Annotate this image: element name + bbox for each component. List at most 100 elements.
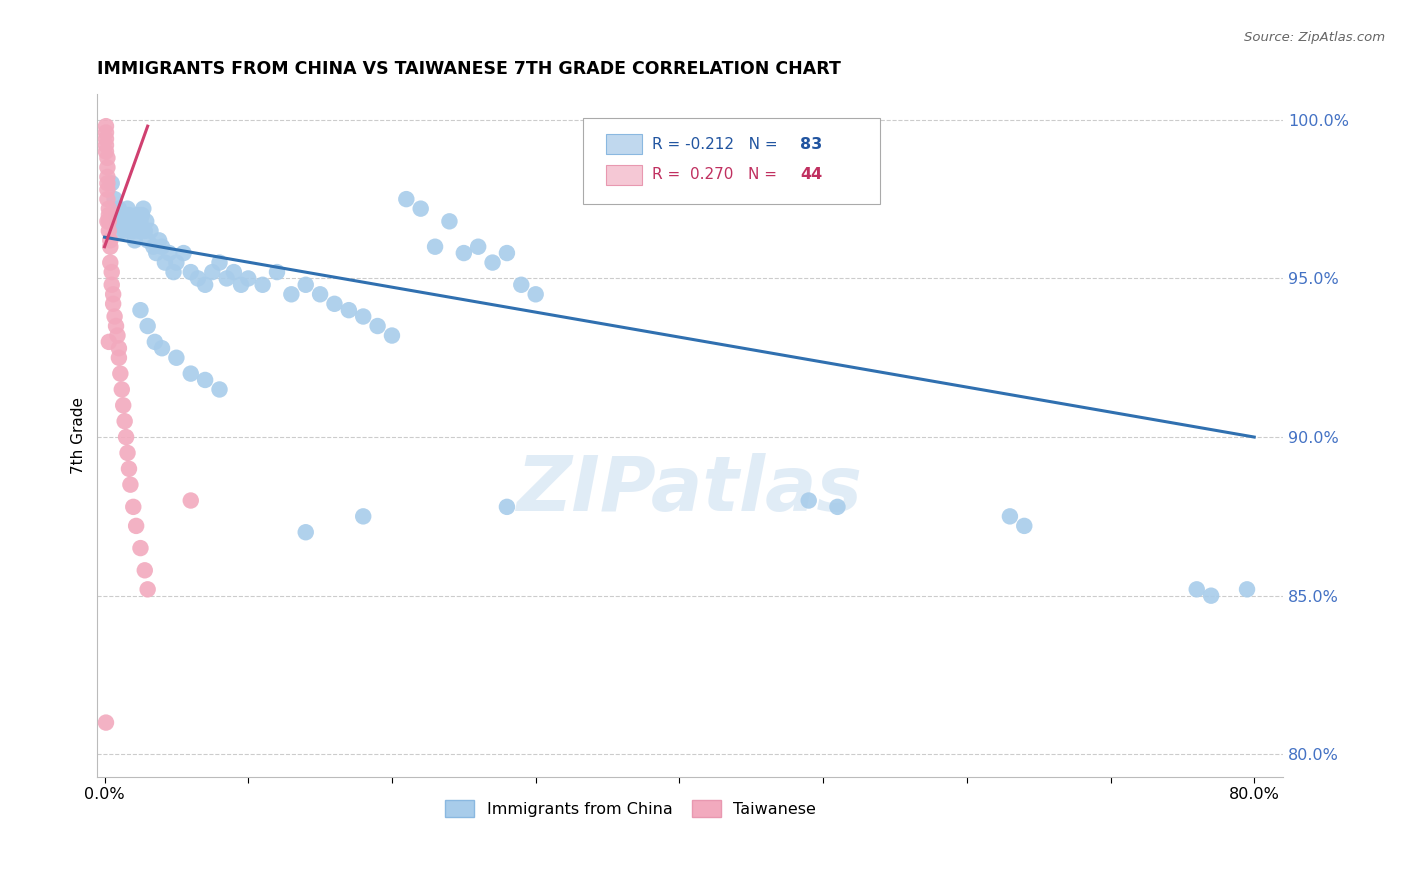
Point xyxy=(96,151,118,165)
FancyBboxPatch shape xyxy=(583,119,880,203)
Point xyxy=(107,328,129,343)
Point xyxy=(98,240,121,254)
Point xyxy=(367,318,389,333)
Point xyxy=(187,271,209,285)
Point xyxy=(148,233,170,247)
Point xyxy=(194,373,217,387)
Point xyxy=(124,233,146,247)
Point xyxy=(150,240,173,254)
Point xyxy=(97,208,120,222)
Point xyxy=(423,240,446,254)
Point xyxy=(131,208,153,222)
Point xyxy=(129,214,152,228)
Point xyxy=(201,265,224,279)
Point xyxy=(180,367,202,381)
Point xyxy=(101,287,124,301)
Point xyxy=(125,214,148,228)
Text: IMMIGRANTS FROM CHINA VS TAIWANESE 7TH GRADE CORRELATION CHART: IMMIGRANTS FROM CHINA VS TAIWANESE 7TH G… xyxy=(97,60,841,78)
Point xyxy=(105,208,128,222)
Point xyxy=(120,477,142,491)
Point xyxy=(96,161,118,175)
Point xyxy=(115,214,138,228)
Point xyxy=(97,224,120,238)
Point xyxy=(180,265,202,279)
Point xyxy=(112,208,135,222)
Point xyxy=(110,367,132,381)
Point xyxy=(194,277,217,292)
Point xyxy=(108,341,131,355)
Point xyxy=(129,303,152,318)
Point xyxy=(121,214,143,228)
Point xyxy=(352,509,374,524)
Point xyxy=(252,277,274,292)
Point xyxy=(114,414,136,428)
Point xyxy=(162,265,184,279)
Point xyxy=(481,255,503,269)
Point xyxy=(122,224,145,238)
Point xyxy=(118,208,141,222)
Point xyxy=(127,208,149,222)
Point xyxy=(122,214,145,228)
Point xyxy=(94,715,117,730)
Point xyxy=(117,202,139,216)
Point xyxy=(294,277,316,292)
Point xyxy=(96,176,118,190)
Point xyxy=(998,509,1021,524)
Point xyxy=(173,246,195,260)
Point xyxy=(280,287,302,301)
Point xyxy=(108,202,131,216)
Point xyxy=(96,192,118,206)
Point xyxy=(208,255,231,269)
Point xyxy=(409,202,432,216)
Text: Source: ZipAtlas.com: Source: ZipAtlas.com xyxy=(1244,31,1385,45)
Point xyxy=(157,246,180,260)
Point xyxy=(100,265,122,279)
Point xyxy=(96,169,118,184)
Point xyxy=(1014,519,1036,533)
Point xyxy=(136,318,159,333)
Point xyxy=(100,176,122,190)
Point xyxy=(96,214,118,228)
Text: 83: 83 xyxy=(800,136,823,152)
FancyBboxPatch shape xyxy=(606,134,641,154)
Point xyxy=(496,500,519,514)
Point xyxy=(136,582,159,597)
Point xyxy=(797,493,820,508)
Legend: Immigrants from China, Taiwanese: Immigrants from China, Taiwanese xyxy=(439,794,823,823)
Point xyxy=(96,183,118,197)
Point xyxy=(215,271,238,285)
Point xyxy=(145,246,167,260)
Point xyxy=(97,214,120,228)
Point xyxy=(107,214,129,228)
Point xyxy=(453,246,475,260)
Point xyxy=(180,493,202,508)
Point xyxy=(100,277,122,292)
Point xyxy=(381,328,404,343)
Point xyxy=(395,192,418,206)
Point xyxy=(510,277,533,292)
Point xyxy=(222,265,245,279)
Point xyxy=(496,246,519,260)
Point xyxy=(136,233,159,247)
Point xyxy=(238,271,260,285)
Point xyxy=(266,265,288,279)
Point xyxy=(94,132,117,146)
Point xyxy=(115,430,138,444)
Point xyxy=(294,525,316,540)
Point xyxy=(150,341,173,355)
Point xyxy=(1185,582,1208,597)
Text: 44: 44 xyxy=(800,168,823,183)
Point xyxy=(134,224,156,238)
Point xyxy=(97,334,120,349)
Point xyxy=(337,303,360,318)
Point xyxy=(467,240,489,254)
Point xyxy=(827,500,849,514)
Point xyxy=(117,446,139,460)
Point xyxy=(153,255,176,269)
Point xyxy=(129,541,152,555)
Point xyxy=(135,214,157,228)
Point xyxy=(110,224,132,238)
Point xyxy=(111,383,134,397)
Point xyxy=(101,297,124,311)
Point xyxy=(94,126,117,140)
